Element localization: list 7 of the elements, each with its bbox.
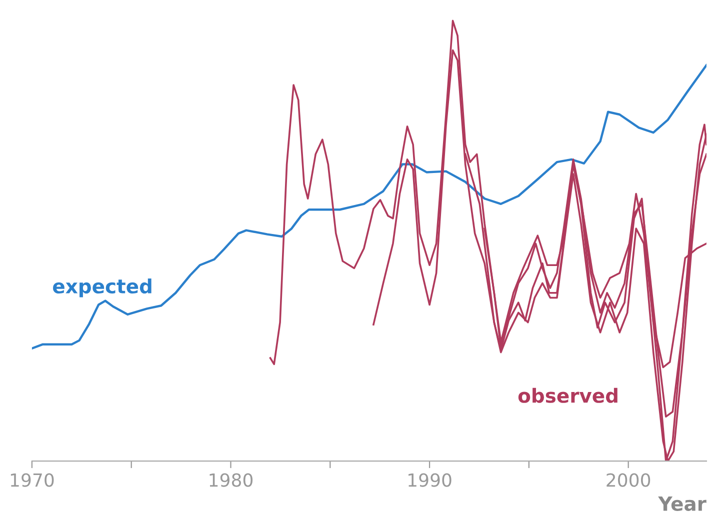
x-tick-label: 2000 bbox=[606, 473, 650, 487]
x-tick-label: 1990 bbox=[408, 473, 452, 487]
x-tick-label: 1970 bbox=[10, 473, 54, 487]
series-label: expected bbox=[53, 278, 152, 298]
x-axis-title: Year bbox=[658, 496, 706, 511]
x-tick-label: 1980 bbox=[210, 473, 253, 487]
text: observed bbox=[518, 388, 618, 403]
